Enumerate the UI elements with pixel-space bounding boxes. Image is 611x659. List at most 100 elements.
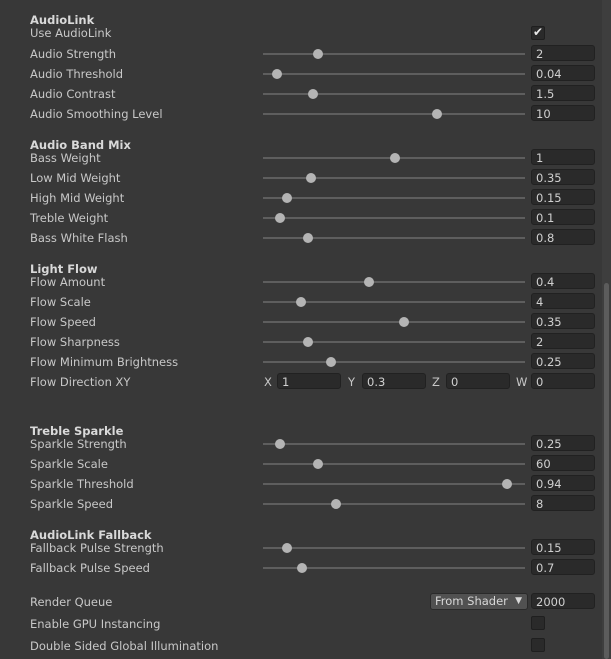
slider-track[interactable]: [263, 217, 525, 219]
slider-knob[interactable]: [272, 69, 283, 79]
slider-value-field[interactable]: 8: [531, 495, 595, 511]
section-header-fallback: AudioLink Fallback: [30, 528, 152, 542]
slider-value-field[interactable]: 1.5: [531, 85, 595, 101]
slider-value-field[interactable]: 0.15: [531, 189, 595, 205]
render-queue-dropdown[interactable]: From Shader ▼: [430, 593, 528, 610]
slider-track[interactable]: [263, 341, 525, 343]
slider-track[interactable]: [263, 281, 525, 283]
slider-knob[interactable]: [281, 193, 292, 203]
slider-row: Flow Sharpness 2: [0, 332, 600, 352]
slider-value-field[interactable]: 1: [531, 149, 595, 165]
slider-knob[interactable]: [295, 297, 306, 307]
slider-value-field[interactable]: 0.15: [531, 539, 595, 555]
slider-knob[interactable]: [302, 337, 313, 347]
slider-value-field[interactable]: 0.25: [531, 353, 595, 369]
slider-label: Sparkle Speed: [30, 497, 114, 511]
slider-row: Sparkle Strength 0.25: [0, 434, 600, 454]
slider-label: Low Mid Weight: [30, 171, 121, 185]
slider-value-field[interactable]: 60: [531, 455, 595, 471]
slider-track[interactable]: [263, 53, 525, 55]
render-queue-label: Render Queue: [30, 595, 113, 609]
slider-value-field[interactable]: 0.35: [531, 313, 595, 329]
slider-label: Flow Scale: [30, 295, 91, 309]
slider-track[interactable]: [263, 93, 525, 95]
vector-y-field[interactable]: 0.3: [362, 373, 426, 389]
slider-label: Sparkle Strength: [30, 437, 127, 451]
slider-track[interactable]: [263, 547, 525, 549]
slider-value-field[interactable]: 0.1: [531, 209, 595, 225]
slider-knob[interactable]: [313, 459, 324, 469]
slider-label: Flow Amount: [30, 275, 106, 289]
slider-track[interactable]: [263, 567, 525, 569]
slider-value-field[interactable]: 4: [531, 293, 595, 309]
render-queue-field[interactable]: 2000: [531, 593, 595, 609]
slider-row: Audio Threshold 0.04: [0, 64, 600, 84]
slider-knob[interactable]: [326, 357, 337, 367]
slider-knob[interactable]: [331, 499, 342, 509]
gpu-instancing-checkbox[interactable]: [531, 616, 545, 630]
scrollbar-thumb[interactable]: [604, 283, 609, 659]
slider-track[interactable]: [263, 113, 525, 115]
slider-knob[interactable]: [432, 109, 443, 119]
slider-knob[interactable]: [390, 153, 401, 163]
slider-value-field[interactable]: 10: [531, 105, 595, 121]
vector-w-field[interactable]: 0: [531, 373, 595, 389]
double-sided-gi-checkbox[interactable]: [531, 638, 545, 652]
slider-value-field[interactable]: 0.35: [531, 169, 595, 185]
slider-track[interactable]: [263, 237, 525, 239]
slider-track[interactable]: [263, 197, 525, 199]
slider-knob[interactable]: [275, 439, 286, 449]
vector-z-field[interactable]: 0: [446, 373, 510, 389]
slider-track[interactable]: [263, 483, 525, 485]
slider-label: Sparkle Threshold: [30, 477, 134, 491]
slider-value-field[interactable]: 0.7: [531, 559, 595, 575]
section-header-treble-sparkle: Treble Sparkle: [30, 424, 124, 438]
slider-label: Sparkle Scale: [30, 457, 108, 471]
slider-label: Audio Smoothing Level: [30, 107, 163, 121]
slider-knob[interactable]: [275, 213, 286, 223]
slider-knob[interactable]: [307, 89, 318, 99]
slider-track[interactable]: [263, 361, 525, 363]
slider-knob[interactable]: [364, 277, 375, 287]
slider-knob[interactable]: [313, 49, 324, 59]
slider-knob[interactable]: [398, 317, 409, 327]
render-queue-dropdown-value: From Shader: [435, 594, 508, 608]
slider-track[interactable]: [263, 443, 525, 445]
slider-row: Fallback Pulse Speed 0.7: [0, 558, 600, 578]
slider-value-field[interactable]: 0.04: [531, 65, 595, 81]
double-sided-gi-label: Double Sided Global Illumination: [30, 639, 219, 653]
slider-value-field[interactable]: 0.94: [531, 475, 595, 491]
vertical-scrollbar[interactable]: [602, 0, 611, 659]
use-audiolink-checkbox[interactable]: ✔: [531, 25, 545, 40]
slider-value-field[interactable]: 0.8: [531, 229, 595, 245]
slider-row: Sparkle Scale 60: [0, 454, 600, 474]
slider-value-field[interactable]: 0.4: [531, 273, 595, 289]
slider-track[interactable]: [263, 321, 525, 323]
vector-x-field[interactable]: 1: [277, 373, 341, 389]
slider-label: Flow Sharpness: [30, 335, 120, 349]
slider-row: Flow Scale 4: [0, 292, 600, 312]
slider-row: Sparkle Threshold 0.94: [0, 474, 600, 494]
slider-row: Flow Amount 0.4: [0, 272, 600, 292]
slider-track[interactable]: [263, 463, 525, 465]
vector-z-label: Z: [432, 375, 440, 389]
slider-value-field[interactable]: 2: [531, 45, 595, 61]
slider-value-field[interactable]: 0.25: [531, 435, 595, 451]
use-audiolink-label: Use AudioLink: [30, 26, 112, 40]
slider-track[interactable]: [263, 301, 525, 303]
slider-knob[interactable]: [281, 543, 292, 553]
slider-knob[interactable]: [306, 173, 317, 183]
slider-track[interactable]: [263, 177, 525, 179]
slider-label: Bass Weight: [30, 151, 101, 165]
slider-knob[interactable]: [302, 233, 313, 243]
slider-label: Audio Contrast: [30, 87, 116, 101]
slider-knob[interactable]: [297, 563, 308, 573]
slider-row: Bass White Flash 0.8: [0, 228, 600, 248]
slider-knob[interactable]: [501, 479, 512, 489]
slider-row: Audio Contrast 1.5: [0, 84, 600, 104]
render-queue-row: Render Queue From Shader ▼ 2000: [0, 592, 600, 612]
slider-track[interactable]: [263, 503, 525, 505]
slider-value-field[interactable]: 2: [531, 333, 595, 349]
slider-label: Audio Threshold: [30, 67, 124, 81]
slider-track[interactable]: [263, 73, 525, 75]
